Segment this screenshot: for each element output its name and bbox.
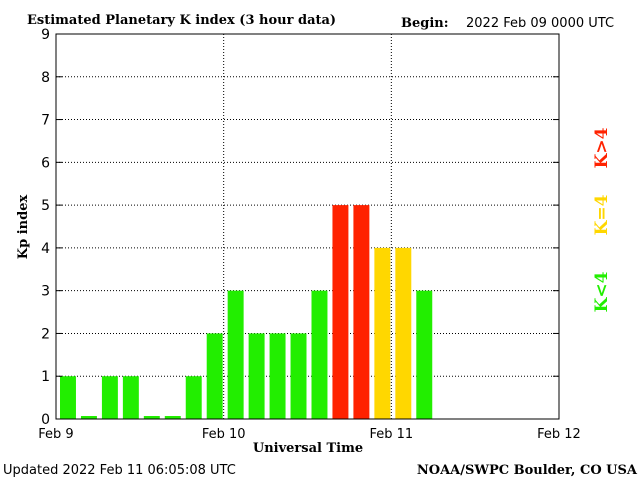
y-tick-label: 9 <box>41 27 50 43</box>
kp-bar <box>248 333 265 419</box>
kp-bar <box>353 205 370 419</box>
kp-bar <box>374 247 391 419</box>
kp-bar <box>206 333 223 419</box>
x-axis-label: Universal Time <box>253 441 363 456</box>
y-tick-label: 6 <box>41 155 50 171</box>
y-tick-label: 0 <box>41 412 50 428</box>
kp-bar <box>80 416 97 419</box>
y-tick-label: 8 <box>41 70 50 86</box>
source-credit: NOAA/SWPC Boulder, CO USA <box>417 463 638 478</box>
y-tick-label: 2 <box>41 326 50 342</box>
grid-lines <box>56 34 559 419</box>
y-tick-label: 7 <box>41 113 50 129</box>
x-axis-ticks: Feb 9 Feb 10 Feb 11 Feb 12 <box>38 427 581 442</box>
updated-timestamp: Updated 2022 Feb 11 06:05:08 UTC <box>3 463 236 478</box>
kp-bar <box>269 333 286 419</box>
y-axis-label: Kp index <box>16 195 31 260</box>
kp-bar <box>122 376 139 419</box>
y-tick-label: 4 <box>41 241 50 257</box>
legend-k-less-4: K<4 <box>592 271 612 312</box>
y-axis-ticks: 0 1 2 3 4 5 6 7 8 9 <box>41 27 559 428</box>
kp-bar <box>143 416 160 419</box>
chart-title: Estimated Planetary K index (3 hour data… <box>27 13 336 28</box>
bars <box>60 205 433 419</box>
begin-label: Begin: <box>401 16 449 31</box>
kp-bar <box>416 290 433 419</box>
y-tick-label: 5 <box>41 198 50 214</box>
kp-bar <box>290 333 307 419</box>
kp-bar <box>395 247 412 419</box>
x-tick-label: Feb 11 <box>369 427 413 442</box>
x-tick-label: Feb 10 <box>202 427 246 442</box>
legend-k-greater-4: K>4 <box>592 127 612 168</box>
kp-bar <box>332 205 349 419</box>
y-tick-label: 1 <box>41 369 50 385</box>
kp-bar <box>60 376 76 419</box>
x-tick-label: Feb 9 <box>38 427 73 442</box>
x-tick-label: Feb 12 <box>537 427 581 442</box>
kp-bar <box>227 290 244 419</box>
kp-bar <box>311 290 328 419</box>
kp-bar <box>164 416 181 419</box>
legend-k-equal-4: K=4 <box>592 194 612 235</box>
plot-frame <box>55 33 560 420</box>
y-tick-label: 3 <box>41 284 50 300</box>
kp-bar <box>185 376 202 419</box>
begin-value: 2022 Feb 09 0000 UTC <box>466 16 614 31</box>
kp-bar <box>101 376 118 419</box>
